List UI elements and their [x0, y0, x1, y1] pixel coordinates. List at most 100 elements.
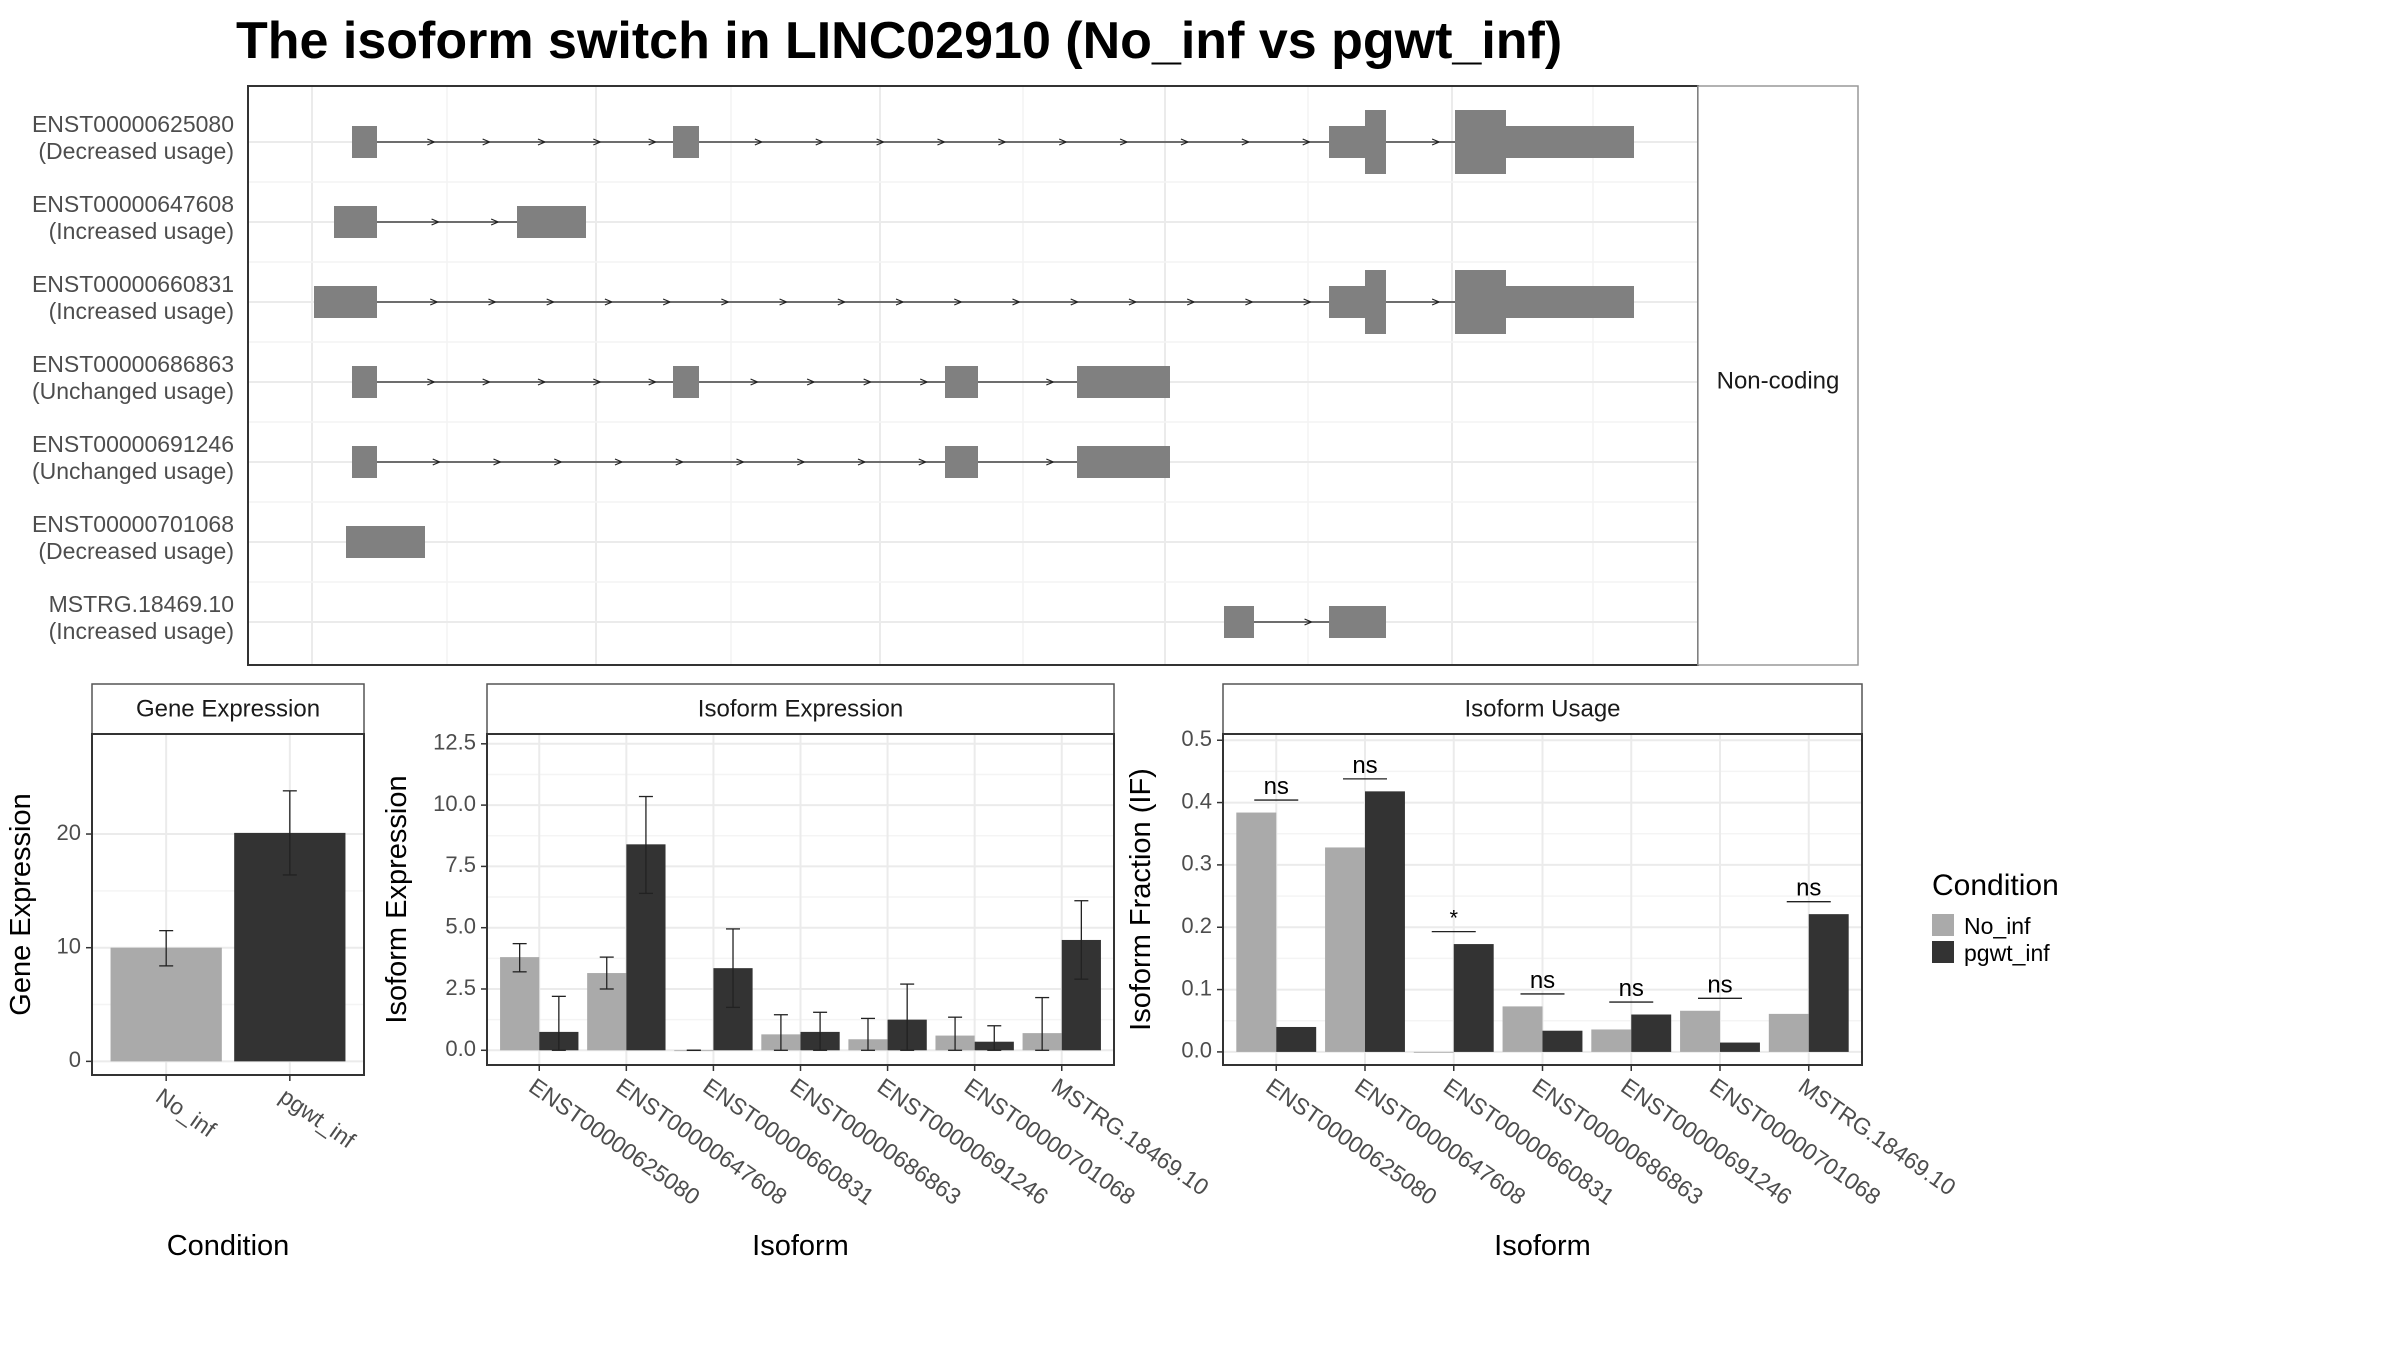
- intron-arrow: [919, 378, 929, 386]
- exon: [352, 446, 377, 478]
- intron-arrow: [604, 298, 614, 306]
- y-tick-label: 0.0: [1181, 1038, 1212, 1063]
- intron-arrow: [427, 378, 436, 386]
- structure-row-sublabel: (Increased usage): [49, 298, 234, 324]
- transcript-ENST00000701068: [346, 526, 425, 558]
- intron-arrow: [1058, 138, 1068, 146]
- bar: [1591, 1029, 1632, 1052]
- y-tick-label: 10.0: [433, 791, 476, 816]
- intron-arrow: [648, 378, 658, 386]
- x-tick-label: No_inf: [151, 1083, 221, 1143]
- structure-row-label: ENST00000686863: [32, 351, 234, 377]
- intron-arrow: [546, 298, 556, 306]
- significance-label: ns: [1619, 975, 1644, 1002]
- exon: [1455, 110, 1506, 174]
- bar: [1276, 1026, 1317, 1052]
- intron-arrow: [554, 458, 563, 466]
- intron-arrow: [537, 378, 547, 386]
- bar: [1768, 1013, 1809, 1052]
- exon: [1365, 270, 1386, 334]
- y-tick-label: 0.0: [445, 1036, 476, 1061]
- gene-expression-panel: Gene Expression 0 10 20 No_inf pgwt_inf Gene E…: [5, 683, 365, 1262]
- legend-swatch-pgwt-inf: [1932, 941, 1954, 963]
- intron-arrow: [937, 138, 947, 146]
- bar: [1808, 914, 1849, 1052]
- x-axis-title: Isoform: [1494, 1230, 1591, 1262]
- intron-arrow: [675, 458, 685, 466]
- intron-arrow: [1245, 298, 1254, 306]
- intron-arrow: [1241, 138, 1251, 146]
- transcript-ENST00000625080: [352, 110, 1634, 174]
- intron-arrow: [1431, 138, 1441, 146]
- exon: [673, 126, 699, 158]
- exon: [945, 366, 978, 398]
- intron-arrow: [837, 298, 847, 306]
- y-axis-title: Isoform Fraction (IF): [1125, 768, 1157, 1031]
- intron-arrow: [1304, 618, 1314, 626]
- intron-arrow: [1119, 138, 1129, 146]
- intron-arrow: [488, 298, 497, 306]
- intron-arrow: [1070, 298, 1080, 306]
- y-tick-label: 2.5: [445, 975, 476, 1000]
- intron-arrow: [1431, 298, 1441, 306]
- exon: [1506, 286, 1634, 318]
- panel-strip: [1222, 683, 1863, 735]
- exon: [334, 206, 377, 238]
- structure-row-sublabel: (Decreased usage): [38, 138, 234, 164]
- intron-arrow: [593, 378, 602, 386]
- structure-row-label: ENST00000647608: [32, 191, 234, 217]
- intron-arrow: [815, 138, 825, 146]
- exon: [314, 286, 377, 318]
- structure-row-label: ENST00000660831: [32, 271, 234, 297]
- exon: [1224, 606, 1254, 638]
- bar: [500, 957, 540, 1051]
- bar: [1631, 1014, 1672, 1052]
- bar: [1413, 1051, 1454, 1053]
- intron-arrow: [1302, 138, 1312, 146]
- intron-arrow: [1012, 298, 1022, 306]
- significance-label: ns: [1530, 967, 1555, 994]
- structure-row-sublabel: (Increased usage): [49, 618, 234, 644]
- transcript-ENST00000660831: [314, 270, 1634, 334]
- exon: [1329, 126, 1365, 158]
- exon: [517, 206, 586, 238]
- y-tick-label: 20: [57, 820, 81, 845]
- intron-arrow: [1303, 298, 1313, 306]
- exon: [346, 526, 425, 558]
- bar: [1542, 1030, 1583, 1052]
- intron-arrow: [429, 298, 439, 306]
- exon: [352, 126, 377, 158]
- intron-arrow: [593, 138, 602, 146]
- intron-arrow: [779, 298, 789, 306]
- exon: [1455, 270, 1506, 334]
- intron-arrow: [998, 138, 1007, 146]
- legend-label-no-inf: No_inf: [1964, 913, 2031, 939]
- intron-arrow: [857, 458, 867, 466]
- structure-row-label: ENST00000691246: [32, 431, 234, 457]
- significance-label: *: [1449, 906, 1458, 931]
- structure-strip: [1697, 85, 1859, 666]
- bar: [1680, 1010, 1720, 1052]
- structure-row-label: ENST00000625080: [32, 111, 234, 137]
- y-tick-label: 0: [69, 1047, 81, 1072]
- y-tick-label: 10: [57, 934, 81, 959]
- intron-arrow: [1046, 458, 1055, 466]
- significance-label: ns: [1352, 752, 1377, 779]
- exon: [1365, 110, 1386, 174]
- structure-strip-label: Non-coding: [1717, 367, 1840, 394]
- intron-arrow: [721, 298, 730, 306]
- exon: [1506, 126, 1634, 158]
- y-tick-label: 0.2: [1181, 913, 1212, 938]
- legend-title: Condition: [1932, 869, 2059, 902]
- intron-arrow: [895, 298, 905, 306]
- x-tick-label: MSTRG.18469.10: [1794, 1073, 1961, 1201]
- intron-arrow: [1128, 298, 1138, 306]
- structure-row-label: MSTRG.18469.10: [49, 591, 234, 617]
- intron-arrow: [1186, 298, 1196, 306]
- legend-label-pgwt-inf: pgwt_inf: [1964, 940, 2050, 966]
- intron-arrow: [482, 378, 492, 386]
- figure-title: The isoform switch in LINC02910 (No_inf …: [236, 12, 1562, 70]
- intron-arrow: [954, 298, 963, 306]
- significance-label: ns: [1707, 971, 1732, 998]
